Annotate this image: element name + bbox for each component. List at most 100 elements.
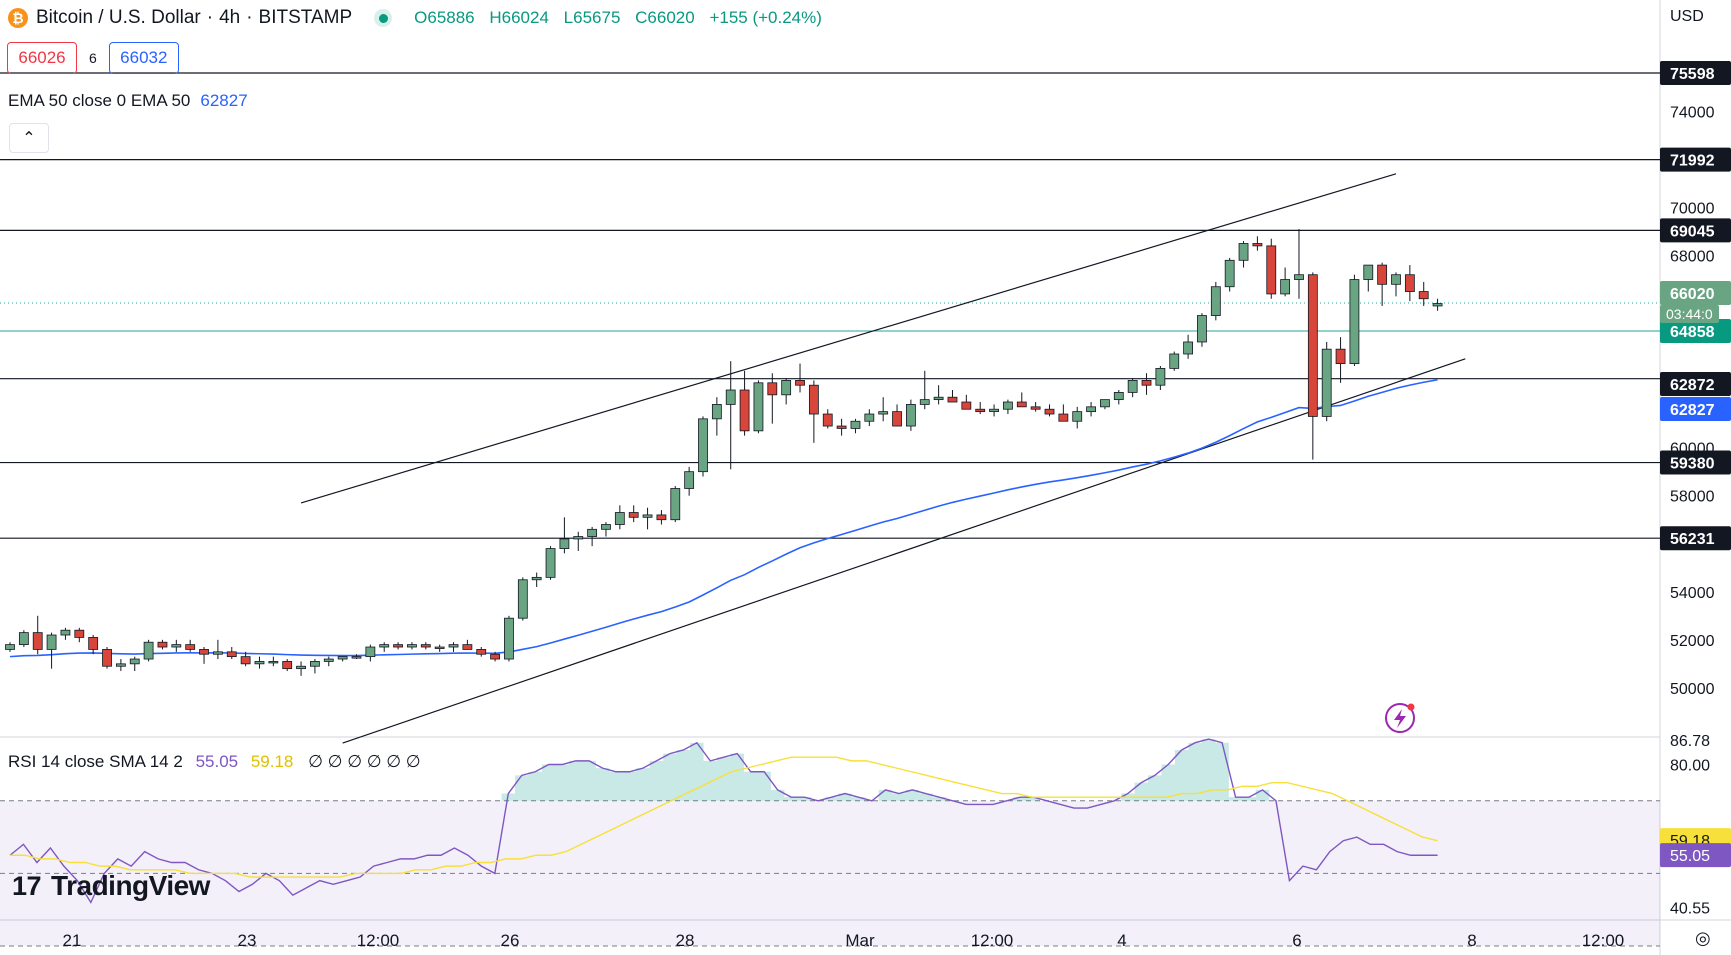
time-tick-label: 12:00: [357, 931, 400, 950]
ema-legend[interactable]: EMA 50 close 0 EMA 50 62827: [8, 91, 248, 111]
bitcoin-logo-icon: ₿: [8, 8, 28, 28]
symbol-title[interactable]: Bitcoin / U.S. Dollar: [36, 7, 201, 28]
price-tag: [1660, 218, 1731, 243]
candle-body: [102, 649, 112, 667]
candle-body: [753, 382, 764, 432]
candle-body: [670, 488, 681, 521]
candle-body: [1210, 286, 1221, 316]
candle-body: [1391, 274, 1401, 285]
candle-body: [1335, 348, 1346, 364]
candle-body: [822, 413, 833, 427]
currency-label[interactable]: USD: [1670, 8, 1704, 25]
price-tag: [1660, 450, 1731, 475]
live-status-dot-icon: [374, 9, 393, 27]
time-tick-label: 28: [676, 931, 695, 950]
candle-body: [212, 651, 223, 655]
rsi-tick-label: 80.00: [1670, 757, 1710, 774]
time-tick-label: 4: [1117, 931, 1126, 950]
time-tick-label: 26: [501, 931, 520, 950]
candle-body: [642, 514, 653, 518]
candle-body: [1321, 348, 1332, 417]
candle-body: [60, 629, 71, 636]
ema50-line: [9, 378, 1438, 658]
spread-value: 6: [89, 50, 97, 66]
sell-button[interactable]: 66026: [7, 42, 77, 74]
candle-body: [1058, 413, 1069, 422]
ema-legend-label: EMA 50 close 0 EMA 50: [8, 91, 191, 110]
exchange-label: BITSTAMP: [258, 7, 353, 28]
price-tick-label: 58000: [1670, 489, 1715, 506]
candle-body: [878, 411, 889, 415]
chevron-up-icon: ⌃: [22, 130, 36, 147]
candle-body: [1169, 353, 1180, 369]
price-tag: [1660, 372, 1731, 396]
candle-body: [351, 656, 362, 659]
candle-body: [767, 382, 778, 396]
candle-body: [129, 658, 140, 665]
candle-body: [725, 389, 736, 405]
candle-body: [1044, 408, 1055, 415]
interval-label[interactable]: 4h: [219, 7, 241, 28]
price-tag-label: 75598: [1670, 66, 1715, 83]
candle-body: [115, 663, 126, 667]
time-tick-label: 8: [1467, 931, 1476, 950]
price-tick-label: 74000: [1670, 104, 1715, 121]
buy-button[interactable]: 66032: [108, 42, 179, 74]
eye-icon[interactable]: ◎: [1695, 928, 1711, 948]
candle-body: [407, 644, 417, 648]
price-tag: [1660, 147, 1731, 172]
candle-body: [989, 408, 999, 413]
candle-body: [656, 514, 667, 521]
rsi-tick-label: 86.78: [1670, 733, 1710, 750]
tradingview-logo[interactable]: 17 TradingView: [12, 870, 210, 902]
rsi-legend-label: RSI 14 close SMA 14 2: [8, 752, 183, 771]
candle-body: [296, 665, 306, 670]
candle-body: [379, 644, 390, 648]
candle-body: [711, 404, 722, 420]
candle-body: [1238, 243, 1249, 261]
rsi-legend[interactable]: RSI 14 close SMA 14 2 55.05 59.18 ∅ ∅ ∅ …: [8, 752, 421, 772]
candle-body: [698, 418, 708, 473]
candle-body: [32, 632, 43, 650]
time-tick-label: Mar: [845, 931, 875, 950]
rsi-empty-values: ∅ ∅ ∅ ∅ ∅ ∅: [308, 752, 421, 771]
price-tag: [1660, 526, 1731, 551]
high-value: H66024: [489, 8, 549, 27]
candle-body: [1224, 259, 1235, 288]
candle-body: [906, 404, 916, 427]
candle-body: [601, 524, 611, 530]
open-value: O65886: [414, 8, 475, 27]
candle-body: [587, 528, 598, 537]
candle-body: [836, 425, 847, 429]
candle-body: [1252, 243, 1263, 247]
candle-body: [462, 644, 473, 650]
time-tick-label: 12:00: [971, 931, 1014, 950]
candle-body: [171, 644, 182, 648]
candle-body: [254, 661, 265, 665]
collapse-legend-button[interactable]: ⌃: [9, 123, 49, 153]
candle-body: [46, 634, 57, 650]
candle-body: [1363, 264, 1374, 280]
candle-body: [337, 656, 348, 660]
candle-body: [1030, 406, 1041, 410]
rsi-sma-legend-value: 59.18: [250, 752, 294, 771]
candle-body: [919, 399, 930, 405]
rsi-line: [9, 738, 1438, 904]
price-tag-label: 64858: [1670, 324, 1715, 341]
price-tick-label: 70000: [1670, 200, 1715, 217]
time-tick-label: 6: [1292, 931, 1301, 950]
candle-body: [88, 637, 99, 650]
trade-buttons: 66026 6 66032: [7, 42, 179, 74]
candle-body: [933, 396, 944, 401]
candle-body: [420, 644, 431, 648]
price-tag-label: 62872: [1670, 377, 1715, 394]
candle-body: [795, 380, 805, 386]
candle-body: [1003, 401, 1013, 410]
candle-body: [739, 389, 750, 432]
price-tag-label: 56231: [1670, 531, 1715, 548]
symbol-header: ₿ Bitcoin / U.S. Dollar · 4h · BITSTAMP …: [8, 6, 832, 30]
rsi-value-tag-label: 55.05: [1670, 848, 1710, 865]
candle-body: [628, 512, 639, 518]
candle-body: [1349, 279, 1360, 364]
